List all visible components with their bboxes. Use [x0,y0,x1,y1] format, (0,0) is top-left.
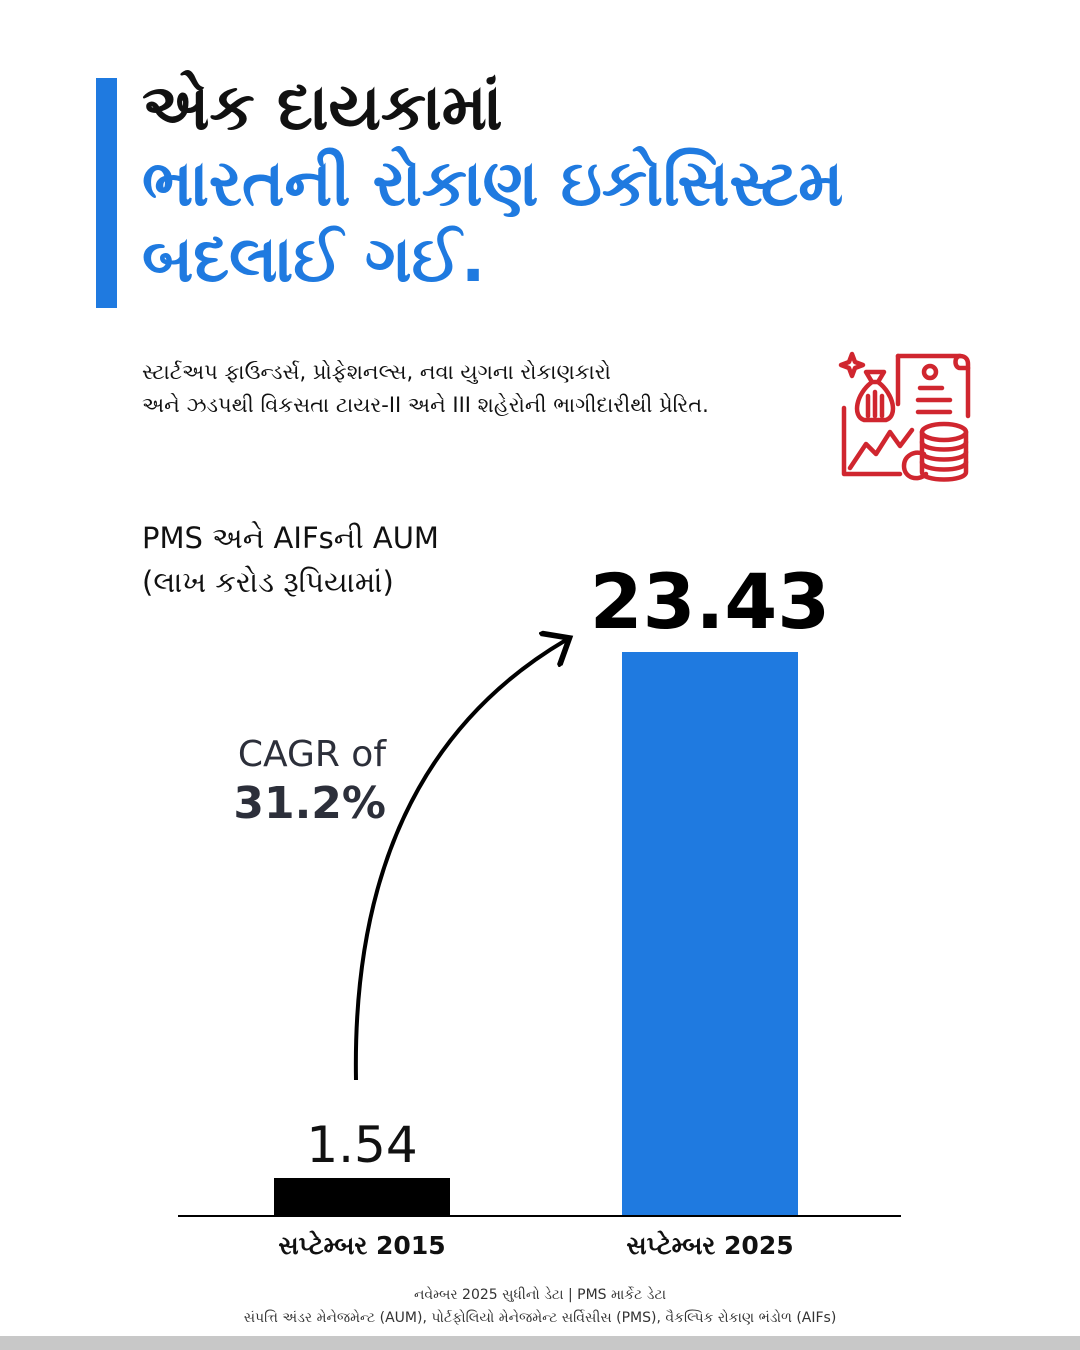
bar-september-2025 [622,652,798,1215]
value-label-2025: 23.43 [590,557,830,646]
footer-line-2: સંપત્તિ અંડર મેનેજમેન્ટ (AUM), પોર્ટફોલિ… [243,1310,837,1326]
headline-line-1: એક દાયકામાં [142,71,503,145]
category-label-2015: સપ્ટેમ્બર 2015 [278,1231,445,1260]
category-label-2025: સપ્ટેમ્બર 2025 [626,1231,793,1260]
chart-subtitle: (લાખ કરોડ રૂપિયામાં) [142,565,394,599]
chart-title: PMS અને AIFsની AUM [142,521,439,555]
subtitle-line-1: સ્ટાર્ટઅપ ફાઉન્ડર્સ, પ્રોફેશનલ્સ, નવા યુ… [142,360,611,384]
bar-september-2015 [274,1177,450,1215]
finance-growth-icon [838,351,971,482]
headline-accent-bar [96,78,117,308]
cagr-value: 31.2% [233,778,386,829]
subtitle-line-2: અને ઝડપથી વિકસતા ટાયર-II અને III શહેરોની… [142,393,709,417]
footer: નવેમ્બર 2025 સુધીનો ડેટા | PMS માર્કેટ ડ… [0,1284,1080,1330]
headline-line-2: ભારતની રોકાણ ઇકોસિસ્ટમ [142,147,844,221]
chart-title-block: PMS અને AIFsની AUM (લાખ કરોડ રૂપિયામાં) [142,516,439,604]
growth-arrow [353,640,566,1081]
bottom-strip [0,1336,1080,1350]
cagr-label: CAGR of [237,734,386,775]
footer-line-1: નવેમ્બર 2025 સુધીનો ડેટા | PMS માર્કેટ ડ… [413,1287,667,1303]
value-label-2015: 1.54 [306,1116,417,1174]
subtitle: સ્ટાર્ટઅપ ફાઉન્ડર્સ, પ્રોફેશનલ્સ, નવા યુ… [142,356,832,422]
headline-line-3: બદલાઈ ગઈ. [142,223,486,297]
cagr-annotation: CAGR of 31.2% [200,732,386,830]
headline: એક દાયકામાં ભારતની રોકાણ ઇકોસિસ્ટમ બદલાઈ… [142,70,1042,298]
